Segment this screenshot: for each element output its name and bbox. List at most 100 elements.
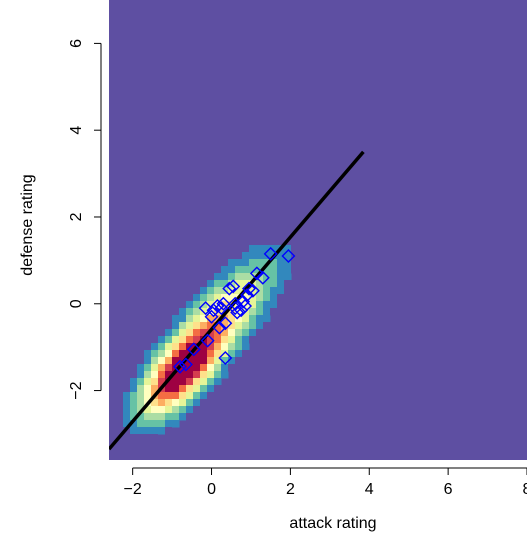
density-cell bbox=[172, 406, 180, 414]
data-point bbox=[216, 296, 231, 311]
density-cell bbox=[158, 427, 166, 435]
density-cell bbox=[263, 238, 271, 246]
density-cell bbox=[214, 371, 222, 379]
density-cell bbox=[228, 343, 236, 351]
density-cell bbox=[207, 378, 215, 386]
density-cell bbox=[221, 364, 229, 372]
density-cell bbox=[144, 420, 152, 428]
density-cell bbox=[270, 266, 278, 274]
density-cell bbox=[228, 315, 236, 323]
density-cell bbox=[249, 266, 257, 274]
density-cell bbox=[200, 329, 208, 337]
density-cell bbox=[130, 399, 138, 407]
density-cell bbox=[263, 308, 271, 316]
data-point bbox=[206, 303, 221, 318]
density-cell bbox=[186, 385, 194, 393]
regression-line-layer bbox=[109, 150, 365, 451]
y-tick-label: −2 bbox=[68, 381, 85, 399]
density-cell bbox=[158, 399, 166, 407]
density-cell bbox=[151, 357, 159, 365]
density-cell bbox=[284, 280, 292, 288]
density-cell bbox=[144, 378, 152, 386]
y-tick-label: 6 bbox=[68, 39, 85, 48]
data-point bbox=[236, 294, 251, 309]
density-cell bbox=[242, 336, 250, 344]
density-cell bbox=[242, 252, 250, 260]
x-tick-label: 0 bbox=[207, 481, 216, 498]
density-cell bbox=[130, 371, 138, 379]
x-tick-label: 4 bbox=[365, 481, 374, 498]
density-cell bbox=[172, 420, 180, 428]
x-tick-label: 6 bbox=[444, 481, 453, 498]
data-point bbox=[172, 359, 187, 374]
density-cell bbox=[165, 399, 173, 407]
data-point bbox=[218, 351, 233, 366]
density-cell bbox=[249, 273, 257, 281]
density-cell bbox=[158, 371, 166, 379]
density-cell bbox=[123, 406, 131, 414]
density-cell bbox=[263, 266, 271, 274]
density-cell bbox=[144, 350, 152, 358]
density-cell bbox=[123, 434, 131, 442]
density-cell bbox=[200, 280, 208, 288]
density-cell bbox=[228, 259, 236, 267]
density-cell bbox=[186, 294, 194, 302]
density-cell bbox=[158, 413, 166, 421]
density-cell bbox=[179, 350, 187, 358]
density-cell bbox=[172, 392, 180, 400]
density-cell bbox=[144, 406, 152, 414]
density-cell bbox=[207, 350, 215, 358]
density-cell bbox=[263, 287, 271, 295]
density-cell bbox=[207, 273, 215, 281]
density-cell bbox=[214, 385, 222, 393]
density-cell bbox=[172, 322, 180, 330]
density-cell bbox=[193, 406, 201, 414]
density-cell bbox=[123, 413, 131, 421]
density-cell bbox=[221, 329, 229, 337]
density-cell bbox=[235, 252, 243, 260]
data-point bbox=[281, 249, 296, 264]
density-cell bbox=[200, 294, 208, 302]
density-cell bbox=[277, 259, 285, 267]
density-cell bbox=[165, 385, 173, 393]
density-cell bbox=[137, 427, 145, 435]
density-cell bbox=[270, 308, 278, 316]
density-cell bbox=[151, 406, 159, 414]
density-cell bbox=[207, 336, 215, 344]
density-cell bbox=[249, 322, 257, 330]
density-cell bbox=[151, 371, 159, 379]
density-cell bbox=[207, 343, 215, 351]
density-cell bbox=[151, 434, 159, 442]
density-cell bbox=[193, 308, 201, 316]
x-tick-label: −2 bbox=[124, 481, 142, 498]
density-cell bbox=[116, 413, 124, 421]
density-cell bbox=[200, 315, 208, 323]
data-point bbox=[198, 301, 213, 316]
density-cell bbox=[200, 357, 208, 365]
density-cell bbox=[256, 259, 264, 267]
density-cell bbox=[179, 343, 187, 351]
density-cell bbox=[291, 238, 299, 246]
density-cell bbox=[270, 294, 278, 302]
density-cell bbox=[277, 273, 285, 281]
density-cell bbox=[228, 266, 236, 274]
data-point bbox=[210, 298, 225, 313]
density-cell bbox=[165, 357, 173, 365]
density-cell bbox=[256, 329, 264, 337]
density-cell bbox=[277, 266, 285, 274]
density-cell bbox=[151, 420, 159, 428]
density-cell bbox=[221, 266, 229, 274]
density-cell bbox=[235, 322, 243, 330]
density-cell bbox=[144, 392, 152, 400]
density-cell bbox=[277, 287, 285, 295]
density-cell bbox=[214, 287, 222, 295]
density-cell bbox=[193, 294, 201, 302]
density-cell bbox=[172, 329, 180, 337]
density-cell bbox=[186, 406, 194, 414]
density-cell bbox=[228, 322, 236, 330]
density-cell bbox=[186, 301, 194, 309]
density-cell bbox=[242, 273, 250, 281]
regression-line bbox=[109, 150, 365, 451]
y-axis-title: defense rating bbox=[19, 174, 36, 275]
density-cell bbox=[249, 259, 257, 267]
